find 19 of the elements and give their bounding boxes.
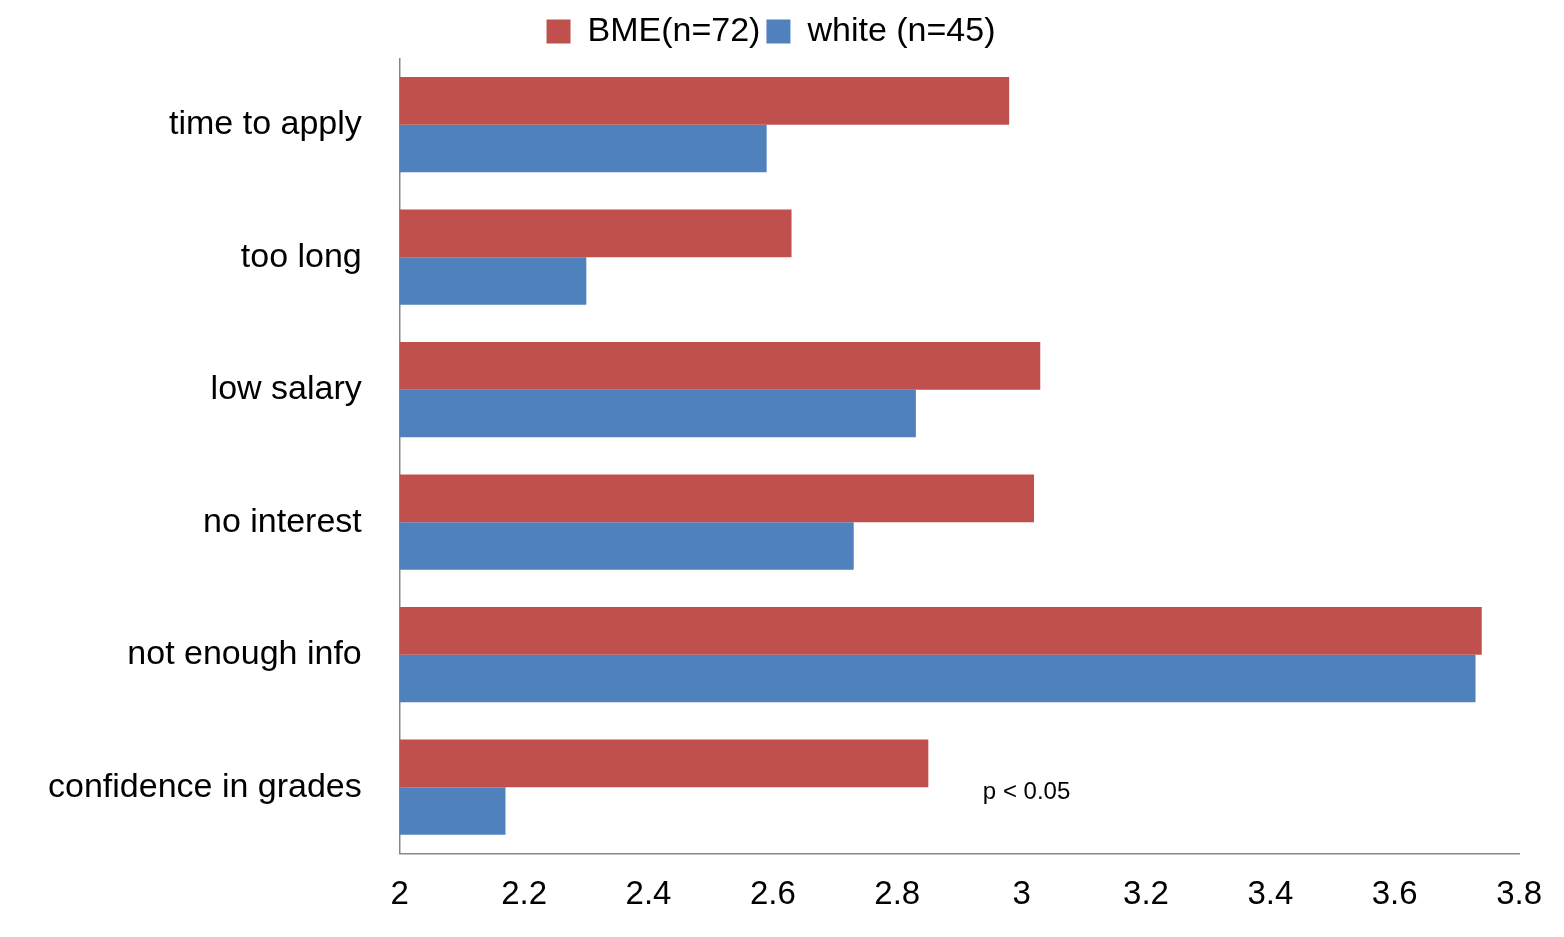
y-tick-label: not enough info (127, 633, 362, 672)
x-tick-label: 3.2 (1123, 874, 1169, 912)
x-tick-label: 3.8 (1496, 874, 1542, 912)
y-tick-label: no interest (203, 500, 363, 539)
y-tick-label: time to apply (169, 103, 362, 142)
x-tick-label: 2.6 (749, 874, 796, 912)
annotation: p < 0.05 (982, 776, 1071, 804)
legend-label: BME(n=72) (587, 9, 761, 48)
x-tick-label: 3 (1012, 874, 1031, 912)
legend-label: white (n=45) (806, 9, 996, 48)
y-tick-label: too long (240, 235, 362, 274)
x-tick-label: 2.8 (874, 874, 921, 912)
y-tick-label: low salary (210, 368, 362, 407)
y-tick-label: confidence in grades (47, 765, 362, 804)
x-tick-label: 2.4 (625, 874, 672, 912)
x-tick-label: 3.4 (1247, 874, 1294, 912)
x-tick-label: 2.2 (501, 874, 548, 912)
x-tick-label: 2 (390, 874, 409, 912)
x-tick-label: 3.6 (1371, 874, 1418, 912)
